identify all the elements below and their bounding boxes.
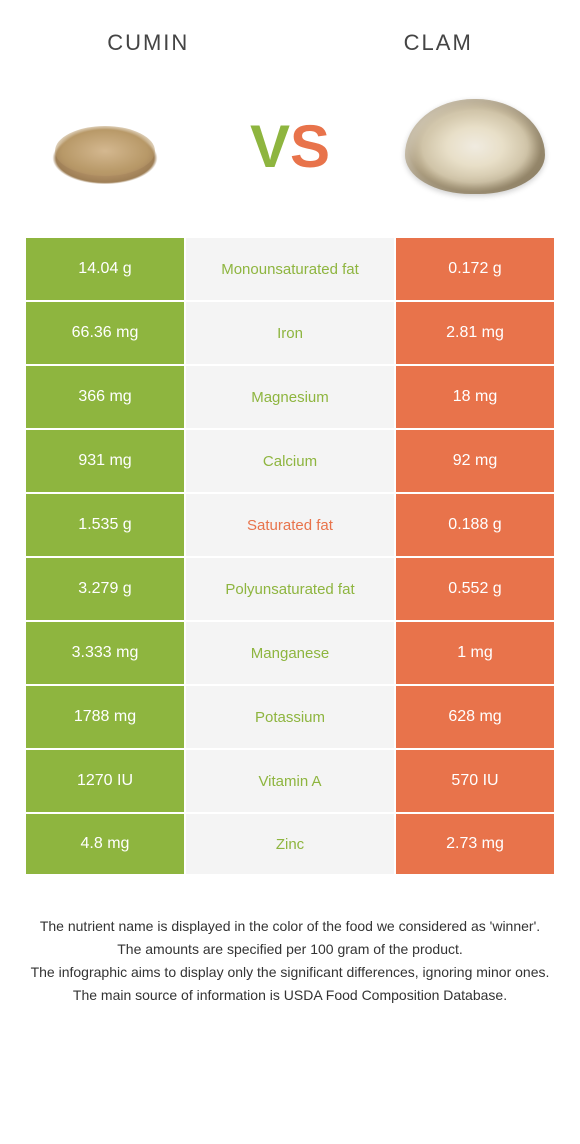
cell-clam-value: 1 mg <box>394 622 554 684</box>
cell-cumin-value: 366 mg <box>26 366 186 428</box>
cell-nutrient-label: Vitamin A <box>186 750 394 812</box>
title-left: Cumin <box>107 30 189 56</box>
cell-cumin-value: 3.333 mg <box>26 622 186 684</box>
cell-cumin-value: 931 mg <box>26 430 186 492</box>
header: Cumin Clam <box>0 0 580 76</box>
footer-line: The amounts are specified per 100 gram o… <box>28 939 552 960</box>
footer-notes: The nutrient name is displayed in the co… <box>28 916 552 1006</box>
cell-nutrient-label: Calcium <box>186 430 394 492</box>
table-row: 4.8 mgZinc2.73 mg <box>26 812 554 876</box>
table-row: 1788 mgPotassium628 mg <box>26 684 554 748</box>
cell-cumin-value: 1788 mg <box>26 686 186 748</box>
table-row: 14.04 gMonounsaturated fat0.172 g <box>26 236 554 300</box>
table-row: 366 mgMagnesium18 mg <box>26 364 554 428</box>
cell-cumin-value: 66.36 mg <box>26 302 186 364</box>
vs-s: S <box>290 112 330 181</box>
cell-clam-value: 570 IU <box>394 750 554 812</box>
cell-clam-value: 18 mg <box>394 366 554 428</box>
cell-nutrient-label: Manganese <box>186 622 394 684</box>
cell-nutrient-label: Iron <box>186 302 394 364</box>
cell-nutrient-label: Magnesium <box>186 366 394 428</box>
table-row: 931 mgCalcium92 mg <box>26 428 554 492</box>
cell-nutrient-label: Potassium <box>186 686 394 748</box>
vs-label: VS <box>250 112 330 181</box>
cell-nutrient-label: Saturated fat <box>186 494 394 556</box>
cell-clam-value: 0.172 g <box>394 238 554 300</box>
cell-clam-value: 2.73 mg <box>394 814 554 874</box>
footer-line: The nutrient name is displayed in the co… <box>28 916 552 937</box>
cell-clam-value: 628 mg <box>394 686 554 748</box>
title-right: Clam <box>404 30 473 56</box>
cell-clam-value: 0.188 g <box>394 494 554 556</box>
cell-clam-value: 2.81 mg <box>394 302 554 364</box>
cell-cumin-value: 3.279 g <box>26 558 186 620</box>
cell-cumin-value: 14.04 g <box>26 238 186 300</box>
cell-clam-value: 0.552 g <box>394 558 554 620</box>
cell-cumin-value: 4.8 mg <box>26 814 186 874</box>
table-row: 66.36 mgIron2.81 mg <box>26 300 554 364</box>
clam-image <box>400 86 550 206</box>
vs-row: VS <box>0 76 580 236</box>
cell-nutrient-label: Monounsaturated fat <box>186 238 394 300</box>
footer-line: The main source of information is USDA F… <box>28 985 552 1006</box>
cell-clam-value: 92 mg <box>394 430 554 492</box>
comparison-table: 14.04 gMonounsaturated fat0.172 g66.36 m… <box>24 236 556 876</box>
footer-line: The infographic aims to display only the… <box>28 962 552 983</box>
vs-v: V <box>250 112 290 181</box>
table-row: 3.279 gPolyunsaturated fat0.552 g <box>26 556 554 620</box>
cell-nutrient-label: Polyunsaturated fat <box>186 558 394 620</box>
table-row: 1.535 gSaturated fat0.188 g <box>26 492 554 556</box>
table-row: 1270 IUVitamin A570 IU <box>26 748 554 812</box>
table-row: 3.333 mgManganese1 mg <box>26 620 554 684</box>
cell-cumin-value: 1270 IU <box>26 750 186 812</box>
cumin-image <box>30 86 180 206</box>
cell-cumin-value: 1.535 g <box>26 494 186 556</box>
cell-nutrient-label: Zinc <box>186 814 394 874</box>
